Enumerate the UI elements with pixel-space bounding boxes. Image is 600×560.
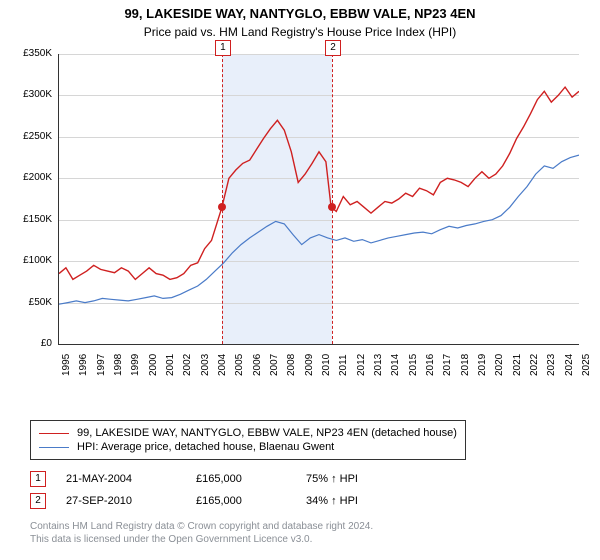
- x-axis-label: 2024: [564, 354, 575, 376]
- x-axis-label: 2023: [546, 354, 557, 376]
- legend-item: 99, LAKESIDE WAY, NANTYGLO, EBBW VALE, N…: [39, 426, 457, 440]
- x-axis-label: 2008: [286, 354, 297, 376]
- footer-line2: This data is licensed under the Open Gov…: [30, 533, 373, 546]
- event-dot: [328, 203, 336, 211]
- x-axis-label: 2010: [321, 354, 332, 376]
- x-axis-label: 2003: [200, 354, 211, 376]
- y-axis-label: £100K: [8, 255, 52, 266]
- x-axis-label: 2017: [442, 354, 453, 376]
- legend: 99, LAKESIDE WAY, NANTYGLO, EBBW VALE, N…: [30, 420, 466, 460]
- chart-title-address: 99, LAKESIDE WAY, NANTYGLO, EBBW VALE, N…: [0, 0, 600, 21]
- x-axis-label: 1998: [113, 354, 124, 376]
- series-hpi: [59, 155, 579, 304]
- x-axis-label: 2004: [217, 354, 228, 376]
- event-price: £165,000: [196, 473, 286, 485]
- y-axis-label: £150K: [8, 214, 52, 225]
- x-axis-label: 2000: [148, 354, 159, 376]
- x-axis-label: 1996: [78, 354, 89, 376]
- y-axis-label: £0: [8, 338, 52, 349]
- event-price: £165,000: [196, 495, 286, 507]
- event-date: 21-MAY-2004: [66, 473, 176, 485]
- y-axis-label: £350K: [8, 48, 52, 59]
- x-axis-label: 2016: [425, 354, 436, 376]
- footer-line1: Contains HM Land Registry data © Crown c…: [30, 520, 373, 533]
- legend-swatch: [39, 447, 69, 448]
- legend-item: HPI: Average price, detached house, Blae…: [39, 440, 457, 454]
- y-axis-label: £300K: [8, 89, 52, 100]
- chart-subtitle: Price paid vs. HM Land Registry's House …: [0, 21, 600, 39]
- x-axis-label: 2005: [234, 354, 245, 376]
- x-axis-label: 2012: [356, 354, 367, 376]
- legend-label: 99, LAKESIDE WAY, NANTYGLO, EBBW VALE, N…: [77, 427, 457, 439]
- x-axis-label: 2001: [165, 354, 176, 376]
- y-axis-label: £50K: [8, 297, 52, 308]
- event-line: [222, 54, 223, 344]
- x-axis-label: 2014: [390, 354, 401, 376]
- x-axis-label: 2006: [252, 354, 263, 376]
- event-date: 27-SEP-2010: [66, 495, 176, 507]
- x-axis-label: 2009: [304, 354, 315, 376]
- footer-attribution: Contains HM Land Registry data © Crown c…: [30, 520, 373, 546]
- legend-swatch: [39, 433, 69, 434]
- chart-container: 99, LAKESIDE WAY, NANTYGLO, EBBW VALE, N…: [0, 0, 600, 560]
- x-axis-label: 2007: [269, 354, 280, 376]
- chart-area: 12 £0 £50K £100K £150K £200K £250K £300K £350K 1…: [8, 44, 592, 384]
- x-axis-label: 2025: [581, 354, 592, 376]
- x-axis-label: 2011: [338, 354, 349, 376]
- x-axis-label: 2019: [477, 354, 488, 376]
- event-row: 1 21-MAY-2004 £165,000 75% ↑ HPI: [30, 468, 396, 490]
- y-axis-label: £200K: [8, 172, 52, 183]
- event-line: [332, 54, 333, 344]
- x-axis-label: 2013: [373, 354, 384, 376]
- plot-area: 12: [58, 54, 579, 345]
- x-axis-label: 2018: [460, 354, 471, 376]
- x-axis-label: 1999: [130, 354, 141, 376]
- x-axis-label: 2002: [182, 354, 193, 376]
- event-hpi: 34% ↑ HPI: [306, 495, 396, 507]
- event-marker-box: 2: [325, 40, 341, 56]
- x-axis-label: 2015: [408, 354, 419, 376]
- y-axis-label: £250K: [8, 131, 52, 142]
- x-axis-label: 1995: [61, 354, 72, 376]
- x-axis-label: 2021: [512, 354, 523, 376]
- x-axis-label: 2022: [529, 354, 540, 376]
- event-number-box: 2: [30, 493, 46, 509]
- event-number-box: 1: [30, 471, 46, 487]
- x-axis-label: 2020: [494, 354, 505, 376]
- event-dot: [218, 203, 226, 211]
- line-canvas: [59, 54, 579, 344]
- x-axis-label: 1997: [96, 354, 107, 376]
- event-row: 2 27-SEP-2010 £165,000 34% ↑ HPI: [30, 490, 396, 512]
- event-hpi: 75% ↑ HPI: [306, 473, 396, 485]
- event-marker-box: 1: [215, 40, 231, 56]
- events-table: 1 21-MAY-2004 £165,000 75% ↑ HPI 2 27-SEP-201…: [30, 468, 396, 512]
- series-property: [59, 87, 579, 279]
- legend-label: HPI: Average price, detached house, Blae…: [77, 441, 334, 453]
